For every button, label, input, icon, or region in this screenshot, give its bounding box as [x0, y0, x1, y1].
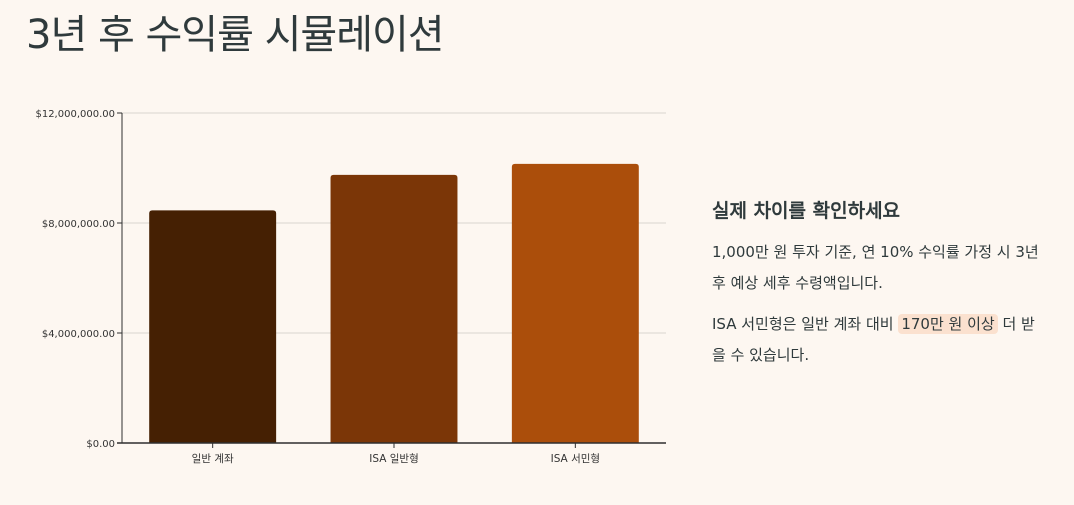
x-tick-label: ISA 일반형 [369, 452, 418, 465]
x-tick-label: 일반 계좌 [192, 452, 234, 465]
side-panel: 실제 차이를 확인하세요 1,000만 원 투자 기준, 연 10% 수익률 가… [712, 196, 1042, 381]
y-tick-label: $0.00 [86, 439, 115, 450]
side-paragraph-2: ISA 서민형은 일반 계좌 대비 170만 원 이상 더 받을 수 있습니다. [712, 309, 1042, 371]
side-heading: 실제 차이를 확인하세요 [712, 200, 901, 222]
x-tick-label: ISA 서민형 [551, 453, 600, 465]
chart-axes [117, 113, 666, 444]
y-tick-label: $4,000,000.00 [42, 329, 115, 340]
bar-1[interactable] [149, 210, 277, 443]
highlight-amount: 170만 원 이상 [898, 314, 998, 334]
chart-bars [149, 163, 639, 443]
side-paragraph-1: 1,000만 원 투자 기준, 연 10% 수익률 가정 시 3년 후 예상 세… [712, 243, 1039, 292]
bar-chart: $0.00 $4,000,000.00 $8,000,000.00 $12,000,0… [35, 109, 666, 465]
bar-3[interactable] [511, 163, 639, 443]
y-tick-label: $8,000,000.00 [42, 219, 115, 230]
y-tick-label: $12,000,000.00 [35, 109, 115, 120]
side-paragraph-2-end: 더 받을 수 있습니다. [712, 315, 1035, 364]
chart-ticks: $0.00 $4,000,000.00 $8,000,000.00 $12,000,0… [35, 109, 600, 465]
side-paragraph-2-start: ISA 서민형은 일반 계좌 대비 [712, 315, 899, 333]
page-title: 3년 후 수익률 시뮬레이션 [26, 12, 445, 58]
bar-2[interactable] [330, 174, 458, 443]
